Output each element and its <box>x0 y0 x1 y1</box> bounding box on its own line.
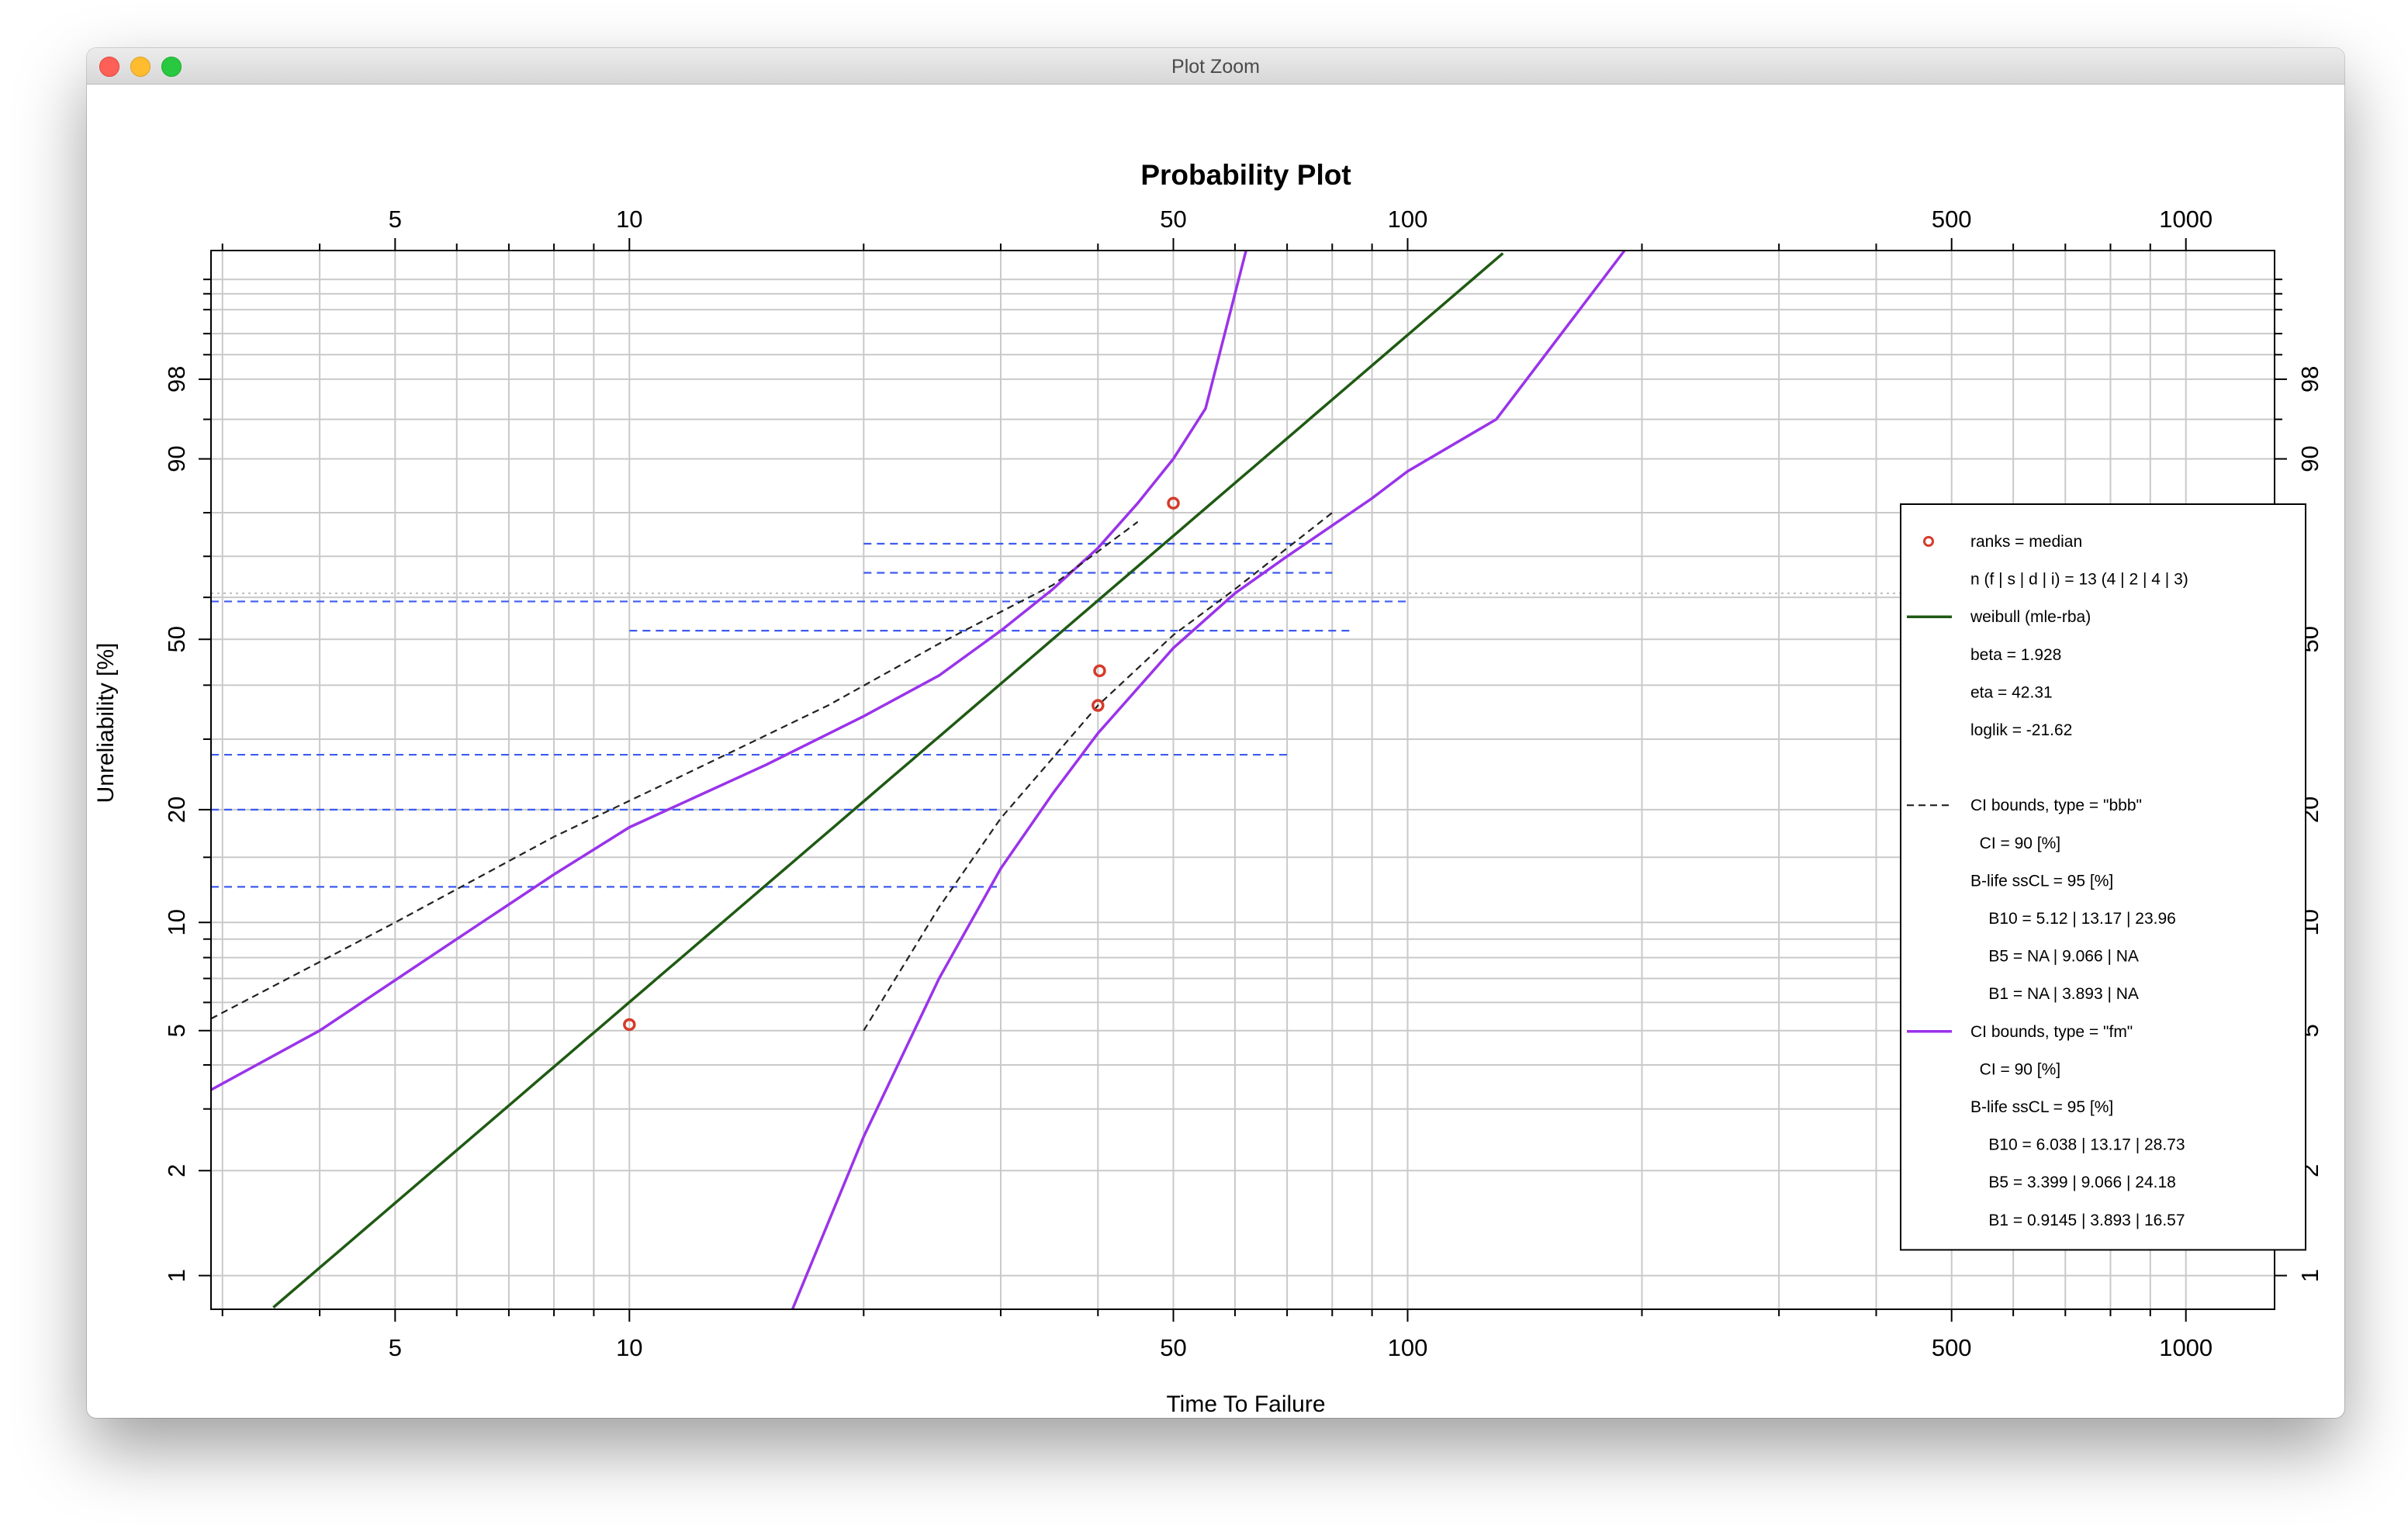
data-point <box>1093 664 1106 678</box>
legend-entry: B5 = 3.399 | 9.066 | 24.18 <box>1970 1174 2176 1191</box>
legend-entry: B10 = 6.038 | 13.17 | 28.73 <box>1970 1136 2185 1154</box>
y-tick-label-left: 2 <box>163 1164 190 1177</box>
x-axis-label: Time To Failure <box>1166 1391 1325 1417</box>
legend-entry: B1 = NA | 3.893 | NA <box>1970 985 2139 1003</box>
legend-entry: CI bounds, type = "bbb" <box>1970 797 2142 814</box>
y-tick-label-left: 5 <box>163 1024 190 1037</box>
plot-zoom-window: Plot Zoom Probability Plot Time To Failu… <box>87 48 2344 1418</box>
y-tick-label-right: 1 <box>2296 1269 2323 1282</box>
y-tick-label-left: 50 <box>163 626 190 652</box>
y-tick-label-left: 98 <box>163 366 190 392</box>
legend-point-symbol <box>1923 536 1934 547</box>
legend-entry: CI = 90 [%] <box>1970 1060 2060 1078</box>
legend-entry: eta = 42.31 <box>1970 683 2053 701</box>
legend-entry: B5 = NA | 9.066 | NA <box>1970 948 2139 966</box>
legend-entry: weibull (mle-rba) <box>1970 608 2091 626</box>
y-axis-label: Unreliability [%] <box>93 643 119 804</box>
minimize-window-button[interactable] <box>130 57 150 77</box>
y-tick-label-left: 10 <box>163 909 190 935</box>
x-tick-label-bottom: 1000 <box>2159 1334 2213 1361</box>
bbb-upper-bound <box>210 520 1139 1020</box>
maximize-window-button[interactable] <box>161 57 182 77</box>
legend-entry: B1 = 0.9145 | 3.893 | 16.57 <box>1970 1212 2185 1229</box>
x-tick-label-top: 100 <box>1388 206 1428 233</box>
legend-entry: n (f | s | d | i) = 13 (4 | 2 | 4 | 3) <box>1970 571 2188 589</box>
legend-entry: CI bounds, type = "fm" <box>1970 1023 2133 1041</box>
x-tick-label-bottom: 5 <box>389 1334 402 1361</box>
curves <box>210 249 1626 1310</box>
confidence-lines <box>211 542 1408 888</box>
y-tick-label-right: 98 <box>2296 366 2323 392</box>
legend-entry: CI = 90 [%] <box>1970 835 2060 852</box>
weibull-fit-line <box>272 252 1504 1309</box>
legend-box <box>1900 503 2306 1251</box>
fm-lower-bound <box>791 249 1626 1310</box>
y-tick-label-left: 20 <box>163 797 190 823</box>
x-tick-label-top: 1000 <box>2159 206 2213 233</box>
legend-entry: B10 = 5.12 | 13.17 | 23.96 <box>1970 910 2176 928</box>
window-title: Plot Zoom <box>1171 56 1260 78</box>
probability-plot: Probability Plot Time To Failure Unrelia… <box>93 159 2323 1417</box>
data-point <box>1167 496 1180 510</box>
bbb-lower-bound <box>863 512 1333 1032</box>
legend: ranks = median n (f | s | d | i) = 13 (4 … <box>1900 503 2306 1251</box>
legend-entry: B-life ssCL = 95 [%] <box>1970 1098 2113 1116</box>
legend-entry: ranks = median <box>1970 533 2082 551</box>
x-tick-label-top: 50 <box>1160 206 1186 233</box>
y-tick-label-left: 90 <box>163 445 190 472</box>
x-tick-label-top: 10 <box>616 206 642 233</box>
legend-entry: loglik = -21.62 <box>1970 721 2072 739</box>
data-point <box>623 1018 636 1032</box>
y-tick-label-left: 1 <box>163 1269 190 1282</box>
data-point <box>1092 699 1105 712</box>
x-tick-label-top: 5 <box>389 206 402 233</box>
data-points <box>623 496 1180 1032</box>
x-tick-label-bottom: 500 <box>1932 1334 1972 1361</box>
x-tick-label-bottom: 50 <box>1160 1334 1186 1361</box>
legend-entry: B-life ssCL = 95 [%] <box>1970 872 2113 890</box>
x-tick-label-bottom: 100 <box>1388 1334 1428 1361</box>
x-tick-label-bottom: 10 <box>616 1334 642 1361</box>
fm-upper-bound <box>210 250 1247 1091</box>
x-tick-label-top: 500 <box>1932 206 1972 233</box>
close-window-button[interactable] <box>99 57 119 77</box>
chart-title: Probability Plot <box>1140 159 1351 191</box>
plot-area: Probability Plot Time To Failure Unrelia… <box>87 84 2344 1418</box>
y-tick-label-right: 90 <box>2296 445 2323 472</box>
legend-entry: beta = 1.928 <box>1970 646 2061 664</box>
window-titlebar: Plot Zoom <box>87 48 2344 85</box>
